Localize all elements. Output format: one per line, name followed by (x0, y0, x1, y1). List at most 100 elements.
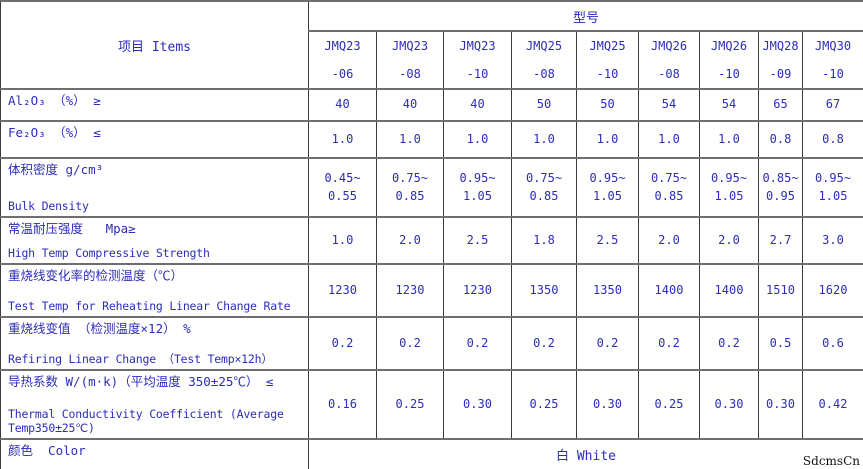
table-row-reheating-test-temp: 重烧线变化率的检测温度（℃） Test Temp for Reheating L… (0, 263, 863, 318)
value-cell: 1400 (638, 263, 700, 318)
value-cell: 1.0 (576, 120, 639, 159)
value-cell: 40 (376, 88, 444, 122)
model-name: JMQ23 (391, 39, 429, 53)
value-cell: 1350 (511, 263, 577, 318)
value-cell: 1510 (758, 263, 803, 318)
value-cell: 0.30 (758, 369, 803, 440)
value-cell: 1230 (308, 263, 377, 318)
value-cell: 1.0 (376, 120, 444, 159)
table-row-bulk-density: 体积密度 g/cm³ Bulk Density 0.45~ 0.55 0.75~ … (0, 157, 863, 218)
model-names-row: JMQ23 -06 JMQ23 -08 JMQ23 -10 JMQ25 -08 JMQ25 -10… (1, 30, 863, 90)
model-header-jmq25-10: JMQ25 -10 (576, 30, 639, 90)
value-cell: 1.0 (443, 120, 512, 159)
model-header-jmq25-08: JMQ25 -08 (511, 30, 577, 90)
model-name: JMQ23 (459, 39, 496, 53)
model-header-jmq26-08: JMQ26 -08 (638, 30, 700, 90)
model-header-jmq26-10: JMQ26 -10 (699, 30, 759, 90)
value-cell: 1.0 (308, 216, 377, 265)
model-name: JMQ23 (324, 39, 361, 53)
row-label-cn: 重烧线变值 （检测温度×12） % (8, 321, 191, 336)
table-row-al2o3: Al₂O₃ （%） ≥ 40 40 40 50 50 54 54 65 67 (0, 88, 863, 122)
value-cell: 0.30 (576, 369, 639, 440)
value-cell: 2.0 (376, 216, 444, 265)
value-cell: 0.75~ 0.85 (638, 157, 700, 218)
row-label-cn: 重烧线变化率的检测温度（℃） (8, 268, 184, 283)
value-cell: 0.30 (443, 369, 512, 440)
value-cell: 54 (699, 88, 759, 122)
value-cell: 0.95~ 1.05 (699, 157, 759, 218)
value-cell: 40 (308, 88, 377, 122)
value-cell: 0.2 (376, 316, 444, 371)
table-row-color: 颜色 Color 白 White (0, 438, 863, 469)
model-suffix: -08 (533, 67, 555, 81)
model-header-jmq28-09: JMQ28 -09 (758, 30, 803, 90)
model-header-jmq23-08: JMQ23 -08 (376, 30, 444, 90)
value-cell: 65 (758, 88, 803, 122)
row-label-cn: 导热系数 W/(m·k)（平均温度 350±25℃） ≤ (8, 374, 274, 389)
value-cell: 0.16 (308, 369, 377, 440)
model-suffix: -09 (769, 67, 792, 81)
row-label-compressive-strength: 常温耐压强度 Mpa≥ High Temp Compressive Streng… (0, 216, 309, 265)
value-cell: 1.8 (511, 216, 577, 265)
value-cell: 0.2 (443, 316, 512, 371)
value-cell: 2.5 (576, 216, 639, 265)
value-cell: 1.0 (699, 120, 759, 159)
value-cell: 1400 (699, 263, 759, 318)
value-cell: 0.95~ 1.05 (801, 157, 863, 218)
model-header-cell: 型号 (307, 0, 863, 32)
value-cell: 0.8 (758, 120, 803, 159)
row-label-cn: 体积密度 g/cm³ (8, 162, 104, 177)
color-value-cell: 白 White (307, 438, 863, 469)
value-cell: 2.0 (699, 216, 759, 265)
row-label-cn: 颜色 Color (8, 443, 86, 458)
model-suffix: -10 (718, 67, 740, 81)
value-cell: 0.8 (801, 120, 863, 159)
row-label-en: Test Temp for Reheating Linear Change Ra… (8, 299, 291, 313)
row-label-cn: 常温耐压强度 Mpa≥ (8, 221, 136, 236)
value-cell: 2.0 (638, 216, 700, 265)
model-name: JMQ30 (814, 39, 852, 53)
value-cell: 50 (511, 88, 577, 122)
value-cell: 0.2 (511, 316, 577, 371)
value-cell: 0.5 (758, 316, 803, 371)
items-header-cell: 项目 Items (0, 0, 309, 90)
table-row-fe2o3: Fe₂O₃ （%） ≤ 1.0 1.0 1.0 1.0 1.0 1.0 1.0 0.8 0.8 (0, 120, 863, 159)
value-cell: 1230 (443, 263, 512, 318)
row-label-cn: Fe₂O₃ （%） ≤ (8, 125, 101, 140)
value-cell: 1230 (376, 263, 444, 318)
model-suffix: -08 (399, 67, 421, 81)
model-name: JMQ25 (589, 39, 626, 53)
value-cell: 0.45~ 0.55 (308, 157, 377, 218)
value-cell: 1.0 (511, 120, 577, 159)
row-label-en: High Temp Compressive Strength (8, 246, 210, 260)
model-suffix: -10 (466, 67, 489, 81)
row-label-refiring-linear-change: 重烧线变值 （检测温度×12） % Refiring Linear Change… (0, 316, 309, 371)
row-label-en: Refiring Linear Change （Test Temp×12h） (8, 352, 273, 366)
row-label-en: Thermal Conductivity Coefficient (Averag… (8, 407, 284, 435)
model-name: JMQ26 (650, 39, 688, 53)
value-cell: 50 (576, 88, 639, 122)
model-header-jmq23-10: JMQ23 -10 (443, 30, 512, 90)
value-cell: 0.2 (638, 316, 700, 371)
value-cell: 1620 (801, 263, 863, 318)
row-label-en: Bulk Density (8, 199, 89, 213)
value-cell: 0.6 (801, 316, 863, 371)
model-name: JMQ28 (762, 39, 799, 53)
value-cell: 3.0 (801, 216, 863, 265)
value-cell: 0.95~ 1.05 (576, 157, 639, 218)
value-cell: 0.2 (308, 316, 377, 371)
model-suffix: -10 (596, 67, 619, 81)
value-cell: 0.30 (699, 369, 759, 440)
value-cell: 0.95~ 1.05 (443, 157, 512, 218)
value-cell: 0.25 (511, 369, 577, 440)
table-row-refiring-linear-change: 重烧线变值 （检测温度×12） % Refiring Linear Change… (0, 316, 863, 371)
value-cell: 67 (801, 88, 863, 122)
value-cell: 0.85~ 0.95 (758, 157, 803, 218)
model-name: JMQ26 (710, 39, 748, 53)
row-label-bulk-density: 体积密度 g/cm³ Bulk Density (0, 157, 309, 218)
model-header-jmq23-06: JMQ23 -06 (308, 30, 377, 90)
row-label-color: 颜色 Color (0, 438, 309, 469)
model-name: JMQ25 (525, 39, 563, 53)
value-cell: 0.42 (801, 369, 863, 440)
